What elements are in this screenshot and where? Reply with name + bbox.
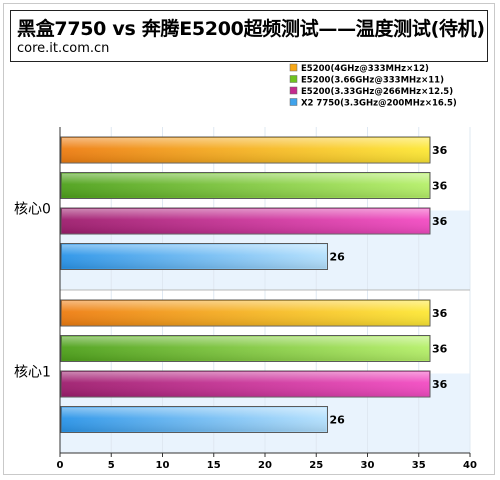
chart-title: 黑盒7750 vs 奔腾E5200超频测试——温度测试(待机) bbox=[17, 18, 485, 40]
title-box: 黑盒7750 vs 奔腾E5200超频测试——温度测试(待机) core.it.… bbox=[10, 10, 488, 62]
legend-swatch bbox=[289, 75, 298, 83]
x-tick-label: 10 bbox=[156, 460, 170, 471]
legend: E5200(4GHz@333MHz×12) E5200(3.66GHz@333MH… bbox=[289, 63, 457, 109]
source-label: core.it.com.cn bbox=[17, 41, 110, 56]
legend-entry: E5200(3.66GHz@333MHz×11) bbox=[301, 76, 444, 86]
bars: 36 36 36 26 36 36 36 26 bbox=[60, 136, 448, 433]
x-tick-label: 15 bbox=[207, 460, 221, 471]
legend-swatch bbox=[289, 86, 298, 95]
bar-value-label: 36 bbox=[432, 378, 448, 391]
bar-value-label: 36 bbox=[432, 215, 448, 228]
bar-value-label: 26 bbox=[330, 414, 346, 427]
bar-gloss bbox=[62, 244, 327, 269]
bar-gloss bbox=[62, 301, 429, 325]
legend-entry: X2 7750(3.3GHz@200MHz×16.5) bbox=[301, 99, 457, 109]
axes: 核心0 核心1 0 5 10 15 20 25 30 35 40 bbox=[14, 127, 477, 471]
bar-value-label: 36 bbox=[432, 307, 448, 320]
x-tick-label: 25 bbox=[309, 460, 323, 471]
bar-gloss bbox=[62, 407, 327, 432]
legend-swatch bbox=[289, 63, 298, 72]
bar-gloss bbox=[62, 372, 429, 396]
x-tick-label: 30 bbox=[361, 460, 375, 471]
bar-value-label: 36 bbox=[432, 144, 448, 157]
bar-value-label: 36 bbox=[432, 343, 448, 356]
bar-gloss bbox=[62, 209, 429, 233]
category-label: 核心0 bbox=[14, 202, 51, 218]
bar-gloss bbox=[62, 138, 429, 162]
bar-gloss bbox=[62, 173, 429, 198]
x-tick-label: 20 bbox=[258, 460, 272, 471]
bar-value-label: 36 bbox=[432, 180, 448, 193]
x-tick-label: 5 bbox=[108, 460, 115, 471]
x-tick-label: 35 bbox=[412, 460, 426, 471]
x-tick-label: 0 bbox=[57, 460, 64, 471]
x-tick-label: 40 bbox=[463, 460, 477, 471]
legend-swatch bbox=[289, 98, 298, 106]
category-label: 核心1 bbox=[14, 365, 51, 381]
bar-value-label: 26 bbox=[330, 251, 346, 264]
bar-gloss bbox=[62, 336, 429, 361]
legend-entry: E5200(3.33GHz@266MHz×12.5) bbox=[301, 87, 453, 97]
legend-entry: E5200(4GHz@333MHz×12) bbox=[301, 64, 429, 74]
